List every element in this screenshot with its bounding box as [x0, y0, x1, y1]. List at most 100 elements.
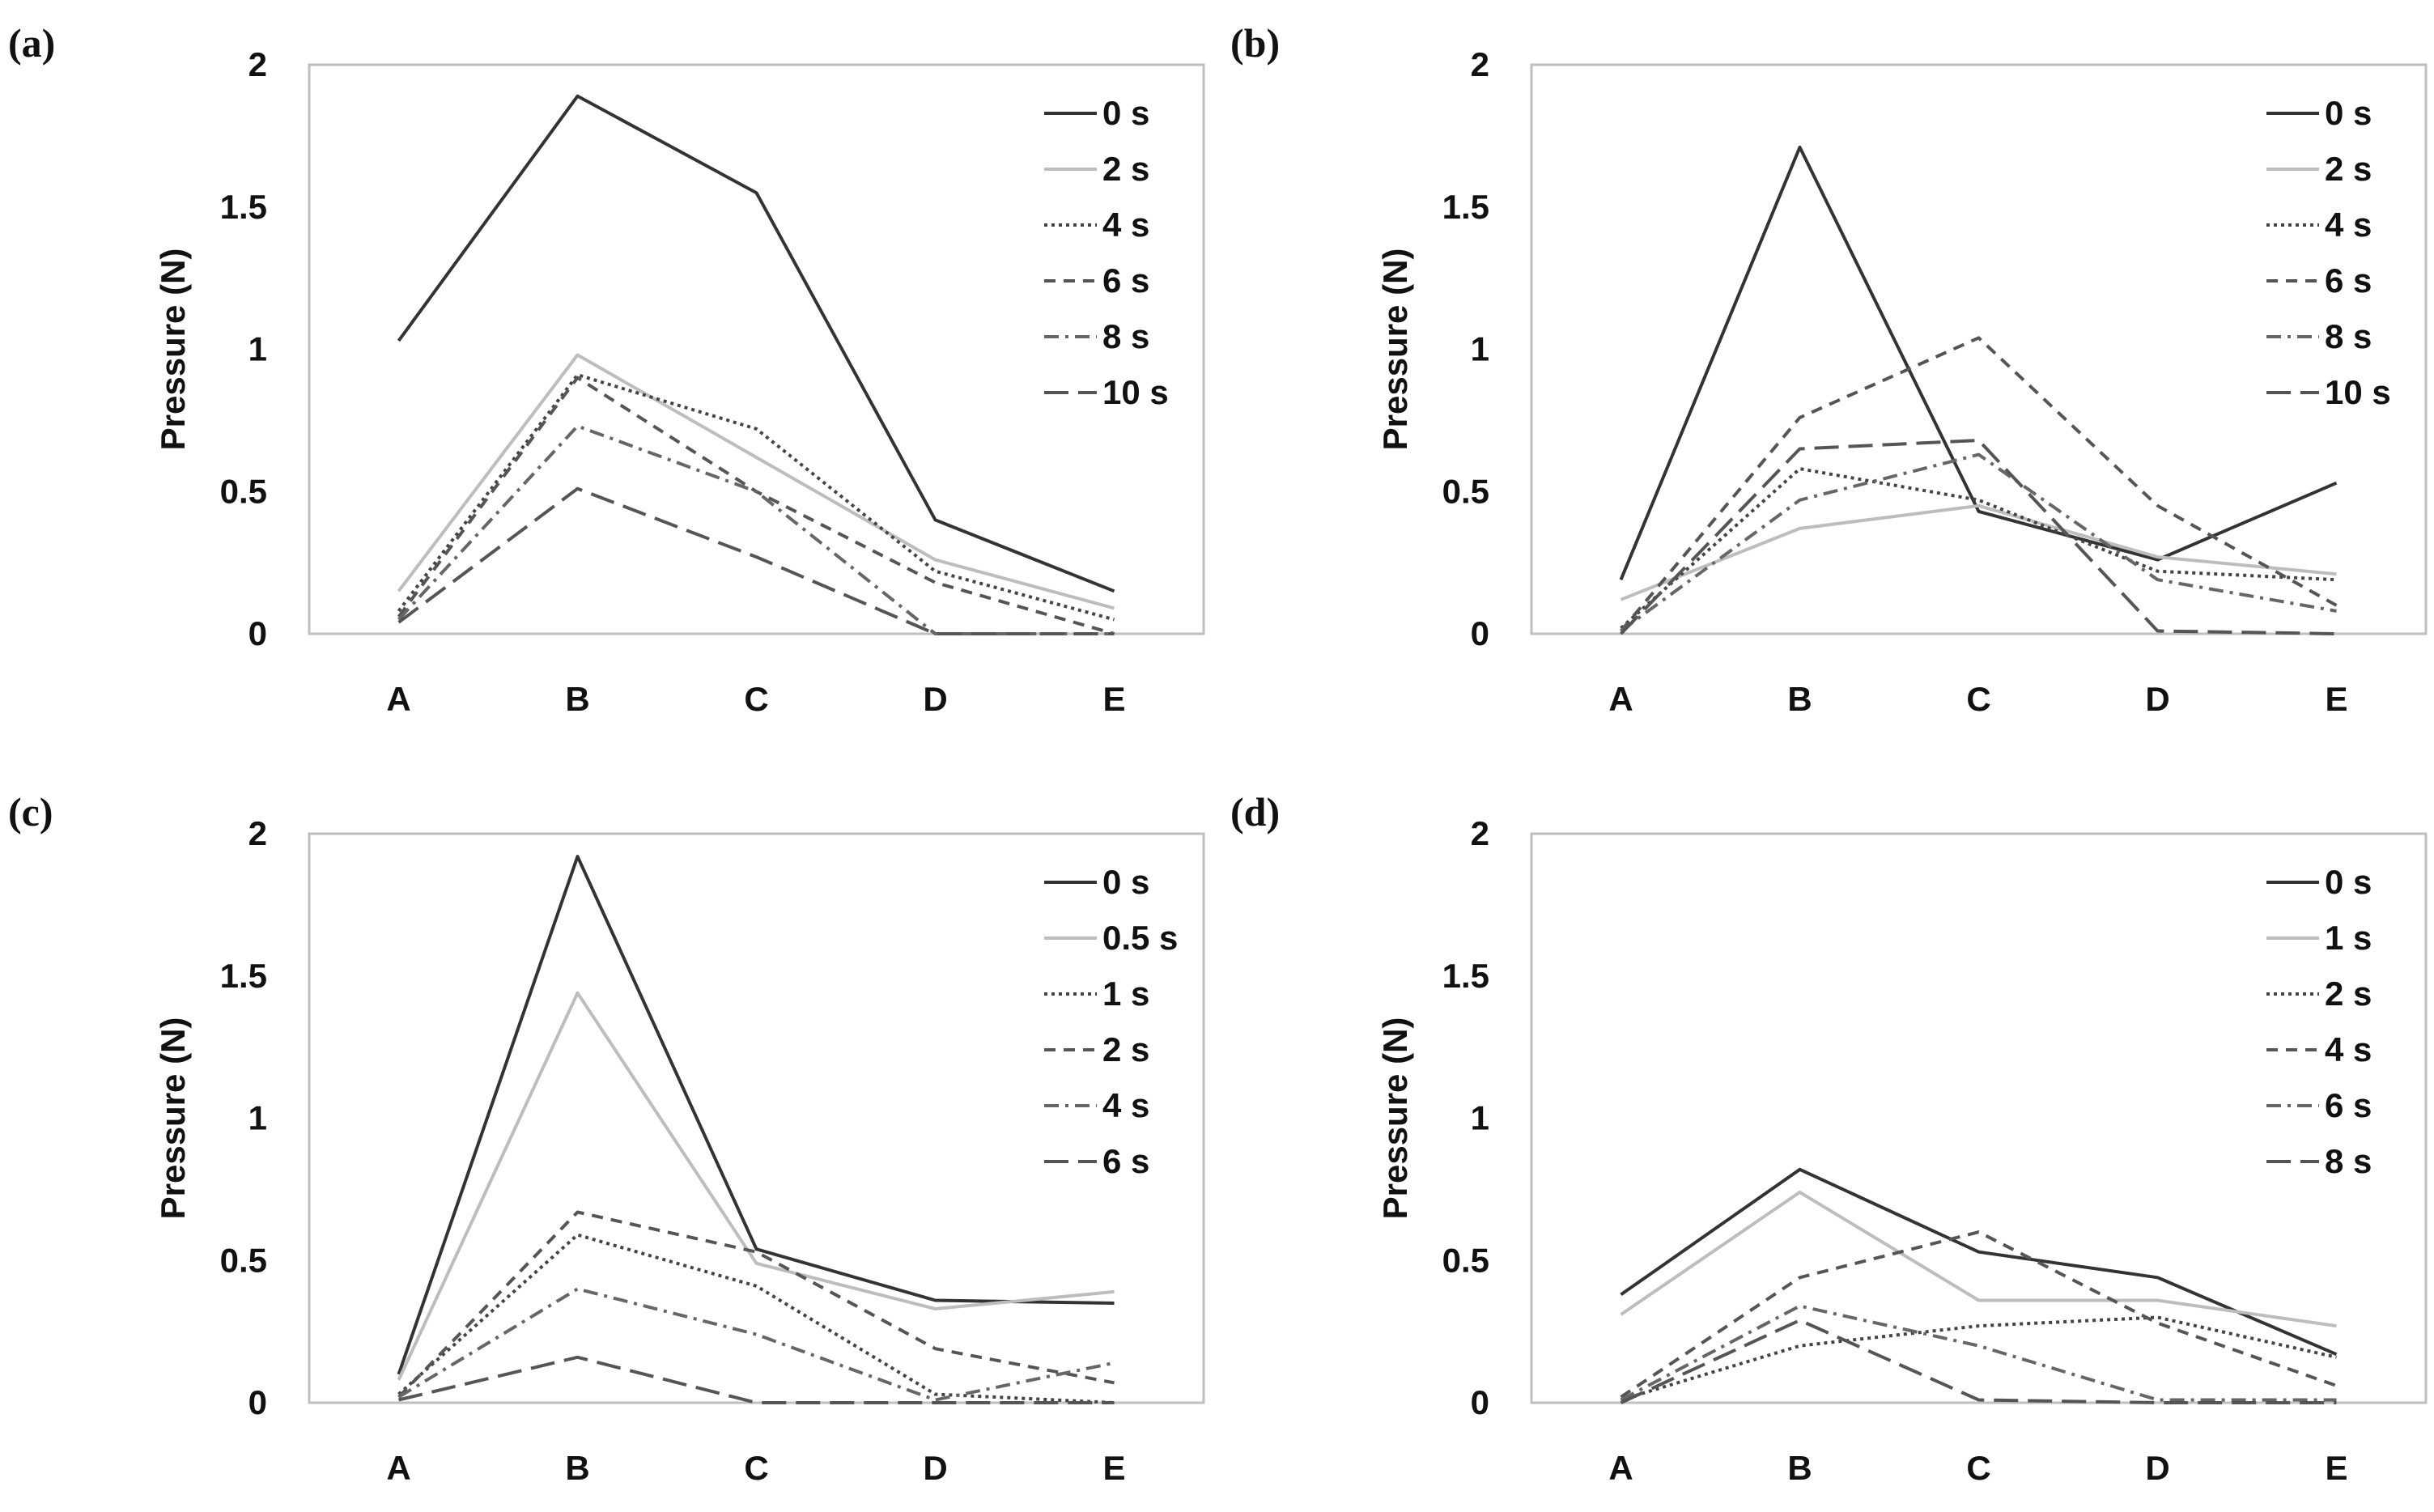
x-tick-label: C — [744, 1449, 768, 1487]
series-line — [1620, 1167, 2338, 1357]
series-line — [397, 855, 1115, 1375]
y-tick-label: 1.5 — [1442, 957, 1489, 995]
legend-label: 1 s — [1102, 975, 1149, 1013]
y-axis-title: Pressure (N) — [154, 1017, 192, 1220]
series-line — [397, 1210, 1115, 1399]
chart-panel-c: (c) 0 0.5 1 1.5 2 A B C D E Pressure (N) 0 s 0.5 s 1 s… — [8, 789, 1205, 1487]
legend-label: 10 s — [2325, 373, 2391, 411]
y-tick-label: 2 — [1471, 814, 1489, 852]
y-tick-label: 0 — [248, 1383, 267, 1421]
x-tick-label: A — [1608, 680, 1633, 718]
legend-label: 8 s — [2325, 317, 2372, 355]
y-tick-label: 0.5 — [1442, 472, 1489, 510]
chart-panel-a: (a) 0 0.5 1 1.5 2 A B C D E Pressure (N) 0 s 2 s 4 s 6 … — [8, 20, 1205, 718]
legend-label: 0 s — [2325, 863, 2372, 901]
series-line — [397, 1233, 1115, 1404]
y-axis-title: Pressure (N) — [1376, 1017, 1414, 1220]
y-tick-label: 2 — [248, 814, 267, 852]
x-tick-label: C — [1966, 1449, 1990, 1487]
legend-label: 0.5 s — [1102, 919, 1178, 957]
y-tick-label: 1 — [248, 330, 267, 368]
x-tick-label: D — [2145, 680, 2169, 718]
x-tick-label: B — [1787, 680, 1812, 718]
x-tick-label: D — [2145, 1449, 2169, 1487]
series-line — [1620, 467, 2337, 630]
legend-label: 2 s — [2325, 150, 2372, 188]
series-line — [397, 486, 1115, 635]
series-line — [397, 94, 1115, 593]
plot-frame — [308, 832, 1205, 1404]
x-tick-label: B — [565, 1449, 589, 1487]
legend-label: 1 s — [2325, 919, 2372, 957]
series-line — [1620, 1190, 2337, 1328]
y-axis-title: Pressure (N) — [154, 248, 192, 451]
y-tick-label: 0.5 — [220, 1241, 267, 1279]
x-tick-label: D — [923, 680, 947, 718]
y-tick-label: 0 — [248, 614, 267, 652]
x-tick-label: E — [2325, 1449, 2347, 1487]
legend-label: 8 s — [1102, 317, 1149, 355]
y-tick-label: 0 — [1471, 1383, 1489, 1421]
y-tick-label: 1.5 — [1442, 188, 1489, 226]
x-tick-label: E — [1102, 1449, 1125, 1487]
series-line — [1619, 145, 2338, 580]
legend-label: 6 s — [2325, 1086, 2372, 1124]
legend-label: 6 s — [2325, 261, 2372, 299]
legend-label: 4 s — [2325, 1030, 2372, 1068]
legend-label: 2 s — [1102, 1030, 1149, 1068]
panel-label: (a) — [8, 20, 55, 66]
plot-frame — [1530, 63, 2428, 635]
legend: 0 s 2 s 4 s 6 s 8 s 10 s — [1044, 94, 1169, 411]
plot-frame — [308, 63, 1205, 635]
y-tick-label: 1.5 — [220, 957, 267, 995]
legend: 0 s 1 s 2 s 4 s 6 s 8 s — [2266, 863, 2372, 1180]
x-tick-label: E — [1102, 680, 1125, 718]
x-tick-label: D — [923, 1449, 947, 1487]
y-tick-label: 2 — [248, 45, 267, 83]
legend-label: 4 s — [1102, 206, 1149, 244]
series-line — [397, 353, 1115, 610]
legend: 0 s 0.5 s 1 s 2 s 4 s 6 s — [1044, 863, 1178, 1180]
series-line — [1620, 439, 2337, 635]
y-tick-label: 1 — [248, 1099, 267, 1137]
plot-frame — [1530, 832, 2428, 1404]
series-line — [1620, 1304, 2337, 1402]
series-line — [1620, 452, 2337, 633]
legend-label: 0 s — [1102, 863, 1149, 901]
x-tick-label: C — [1966, 680, 1990, 718]
x-tick-label: C — [744, 680, 768, 718]
series-line — [1620, 1315, 2337, 1402]
legend-label: 6 s — [1102, 261, 1149, 299]
series-line — [397, 991, 1115, 1381]
x-tick-label: B — [565, 680, 589, 718]
x-tick-label: A — [386, 1449, 410, 1487]
panel-label: (d) — [1230, 789, 1280, 835]
series-line — [1620, 1230, 2338, 1399]
legend-label: 4 s — [1102, 1086, 1149, 1124]
legend-label: 6 s — [1102, 1142, 1149, 1180]
series-line — [397, 1287, 1115, 1402]
x-tick-label: A — [1608, 1449, 1633, 1487]
x-tick-label: B — [1787, 1449, 1812, 1487]
series-line — [1619, 336, 2338, 632]
legend: 0 s 2 s 4 s 6 s 8 s 10 s — [2266, 94, 2391, 411]
legend-label: 2 s — [1102, 150, 1149, 188]
y-axis-title: Pressure (N) — [1376, 248, 1414, 451]
legend-label: 4 s — [2325, 206, 2372, 244]
series-line — [1620, 503, 2337, 601]
y-tick-label: 0.5 — [220, 472, 267, 510]
legend-label: 8 s — [2325, 1142, 2372, 1180]
legend-label: 10 s — [1102, 373, 1169, 411]
legend-label: 2 s — [2325, 975, 2372, 1013]
series-line — [1620, 1319, 2337, 1404]
legend-label: 0 s — [1102, 94, 1149, 132]
y-tick-label: 0.5 — [1442, 1241, 1489, 1279]
series-line — [398, 1355, 1115, 1404]
y-tick-label: 1 — [1471, 330, 1489, 368]
panel-label: (c) — [8, 789, 53, 835]
panel-label: (b) — [1230, 20, 1280, 66]
y-tick-label: 1.5 — [220, 188, 267, 226]
legend-label: 0 s — [2325, 94, 2372, 132]
